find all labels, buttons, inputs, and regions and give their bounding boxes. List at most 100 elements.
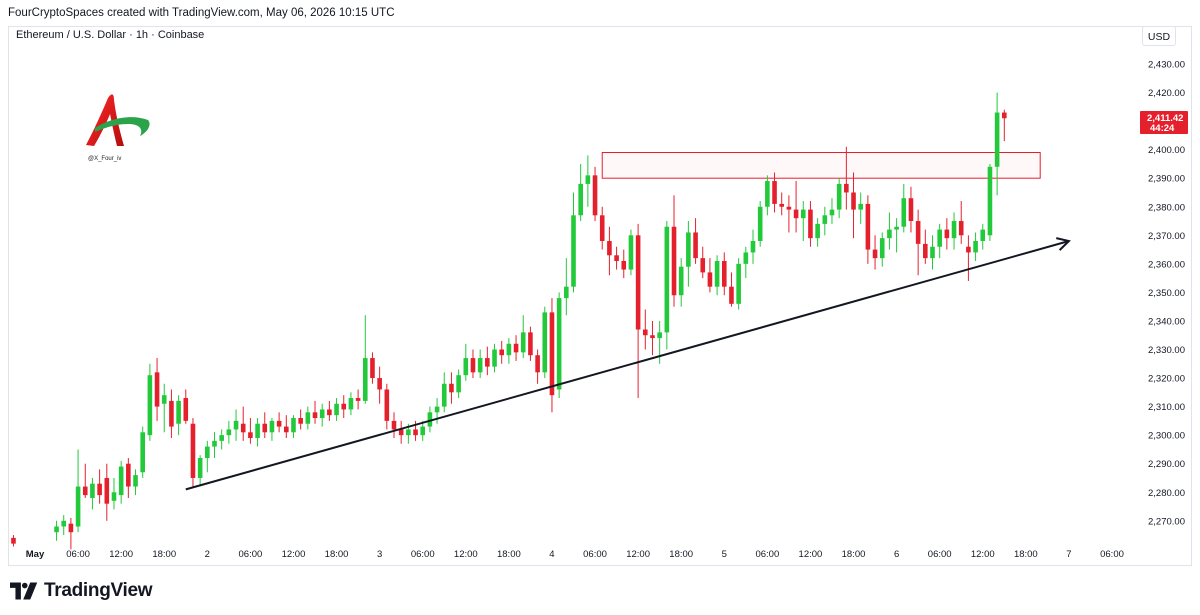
candle xyxy=(248,418,253,444)
candle xyxy=(549,298,555,413)
candle-body xyxy=(915,221,921,244)
candle-body xyxy=(226,429,232,436)
time-tick-label: 18:00 xyxy=(1014,549,1038,560)
price-chart[interactable]: 2,270.00 2,280.00 2,290.00 2,300.00 2,310.00… xyxy=(0,0,1200,570)
candle xyxy=(643,309,648,350)
currency-button[interactable]: USD xyxy=(1142,26,1176,46)
candle xyxy=(219,429,224,450)
candle-body xyxy=(966,246,971,253)
candle-body xyxy=(75,486,81,527)
price-tick-label: 2,360.00 xyxy=(1148,259,1185,270)
candle xyxy=(628,229,634,276)
candle-body xyxy=(248,432,253,439)
candle xyxy=(169,389,174,439)
candle xyxy=(844,146,849,210)
candle xyxy=(485,346,490,376)
candle-body xyxy=(190,423,196,478)
candle xyxy=(736,258,741,310)
candle-body xyxy=(844,183,849,193)
time-tick-label: 12:00 xyxy=(626,549,650,560)
tradingview-brand[interactable]: TradingView xyxy=(10,580,153,602)
candle xyxy=(887,212,892,250)
candle-body xyxy=(765,181,770,207)
candle xyxy=(82,463,88,498)
candle xyxy=(240,406,246,441)
candles xyxy=(11,92,1007,550)
candle xyxy=(700,246,706,279)
candle-body xyxy=(750,241,756,253)
candle-body xyxy=(298,418,303,424)
trendline-layer xyxy=(185,237,1071,491)
candle xyxy=(556,292,562,399)
candle-body xyxy=(104,477,110,504)
candle xyxy=(808,201,813,247)
candle-body xyxy=(197,457,203,478)
candle xyxy=(298,409,303,430)
time-tick-label: 12:00 xyxy=(454,549,478,560)
candle xyxy=(291,415,296,439)
candle-body xyxy=(599,215,605,242)
candle xyxy=(398,420,404,444)
candle xyxy=(757,201,763,247)
candle xyxy=(140,426,145,478)
candle xyxy=(571,192,576,293)
candle xyxy=(104,463,110,521)
time-tick-label: 06:00 xyxy=(411,549,435,560)
candle-body xyxy=(255,423,260,439)
candle xyxy=(901,183,907,233)
time-tick-label: 06:00 xyxy=(66,549,90,560)
candle xyxy=(161,383,167,433)
candle-body xyxy=(535,355,540,373)
candle xyxy=(11,535,16,547)
time-tick-label: 12:00 xyxy=(799,549,823,560)
candle-body xyxy=(147,375,153,436)
time-axis[interactable]: May 06:00 12:00 18:00 2 06:00 12:00 18:00 3 06:00… xyxy=(26,549,1124,560)
candle-body xyxy=(592,175,598,216)
candle-body xyxy=(822,215,828,224)
candle-body xyxy=(334,403,339,416)
candle xyxy=(370,352,375,384)
candle-body xyxy=(707,272,713,287)
candle xyxy=(449,372,454,404)
candle xyxy=(75,449,81,533)
time-tick-label: 5 xyxy=(722,549,727,560)
candle xyxy=(973,232,978,261)
candle xyxy=(879,232,885,267)
candle-body xyxy=(327,409,332,416)
candle xyxy=(815,218,820,247)
candle-body xyxy=(341,403,347,410)
candle xyxy=(930,235,935,270)
candle xyxy=(678,258,684,307)
candle xyxy=(951,212,957,250)
candle-body xyxy=(664,226,670,333)
candle xyxy=(334,398,339,421)
candle-body xyxy=(657,332,662,339)
candle-body xyxy=(901,198,907,227)
candle-body xyxy=(61,520,67,527)
candle-body xyxy=(262,423,268,433)
candle-body xyxy=(628,235,634,270)
candle-body xyxy=(693,232,698,259)
candle-body xyxy=(779,203,785,207)
footer: TradingView xyxy=(0,570,1200,615)
candle-body xyxy=(362,358,368,401)
symbol-title[interactable]: Ethereum / U.S. Dollar · 1h · Coinbase xyxy=(16,29,205,41)
time-tick-label: 4 xyxy=(549,549,554,560)
candle-body xyxy=(621,260,627,270)
candle-body xyxy=(161,395,167,404)
price-tick-label: 2,340.00 xyxy=(1148,316,1185,327)
candle xyxy=(994,92,1000,196)
price-tick-label: 2,370.00 xyxy=(1148,231,1185,242)
candle xyxy=(420,420,426,441)
time-tick-label: 18:00 xyxy=(325,549,349,560)
price-tick-label: 2,400.00 xyxy=(1148,145,1185,156)
candle-body xyxy=(614,255,619,261)
candle xyxy=(865,195,871,264)
candle-body xyxy=(650,335,655,339)
candle-body xyxy=(721,260,727,287)
brand-name: TradingView xyxy=(44,580,153,601)
candle-body xyxy=(312,412,318,419)
candle xyxy=(958,201,964,244)
author-logo: @X_Four_iv xyxy=(86,94,150,162)
